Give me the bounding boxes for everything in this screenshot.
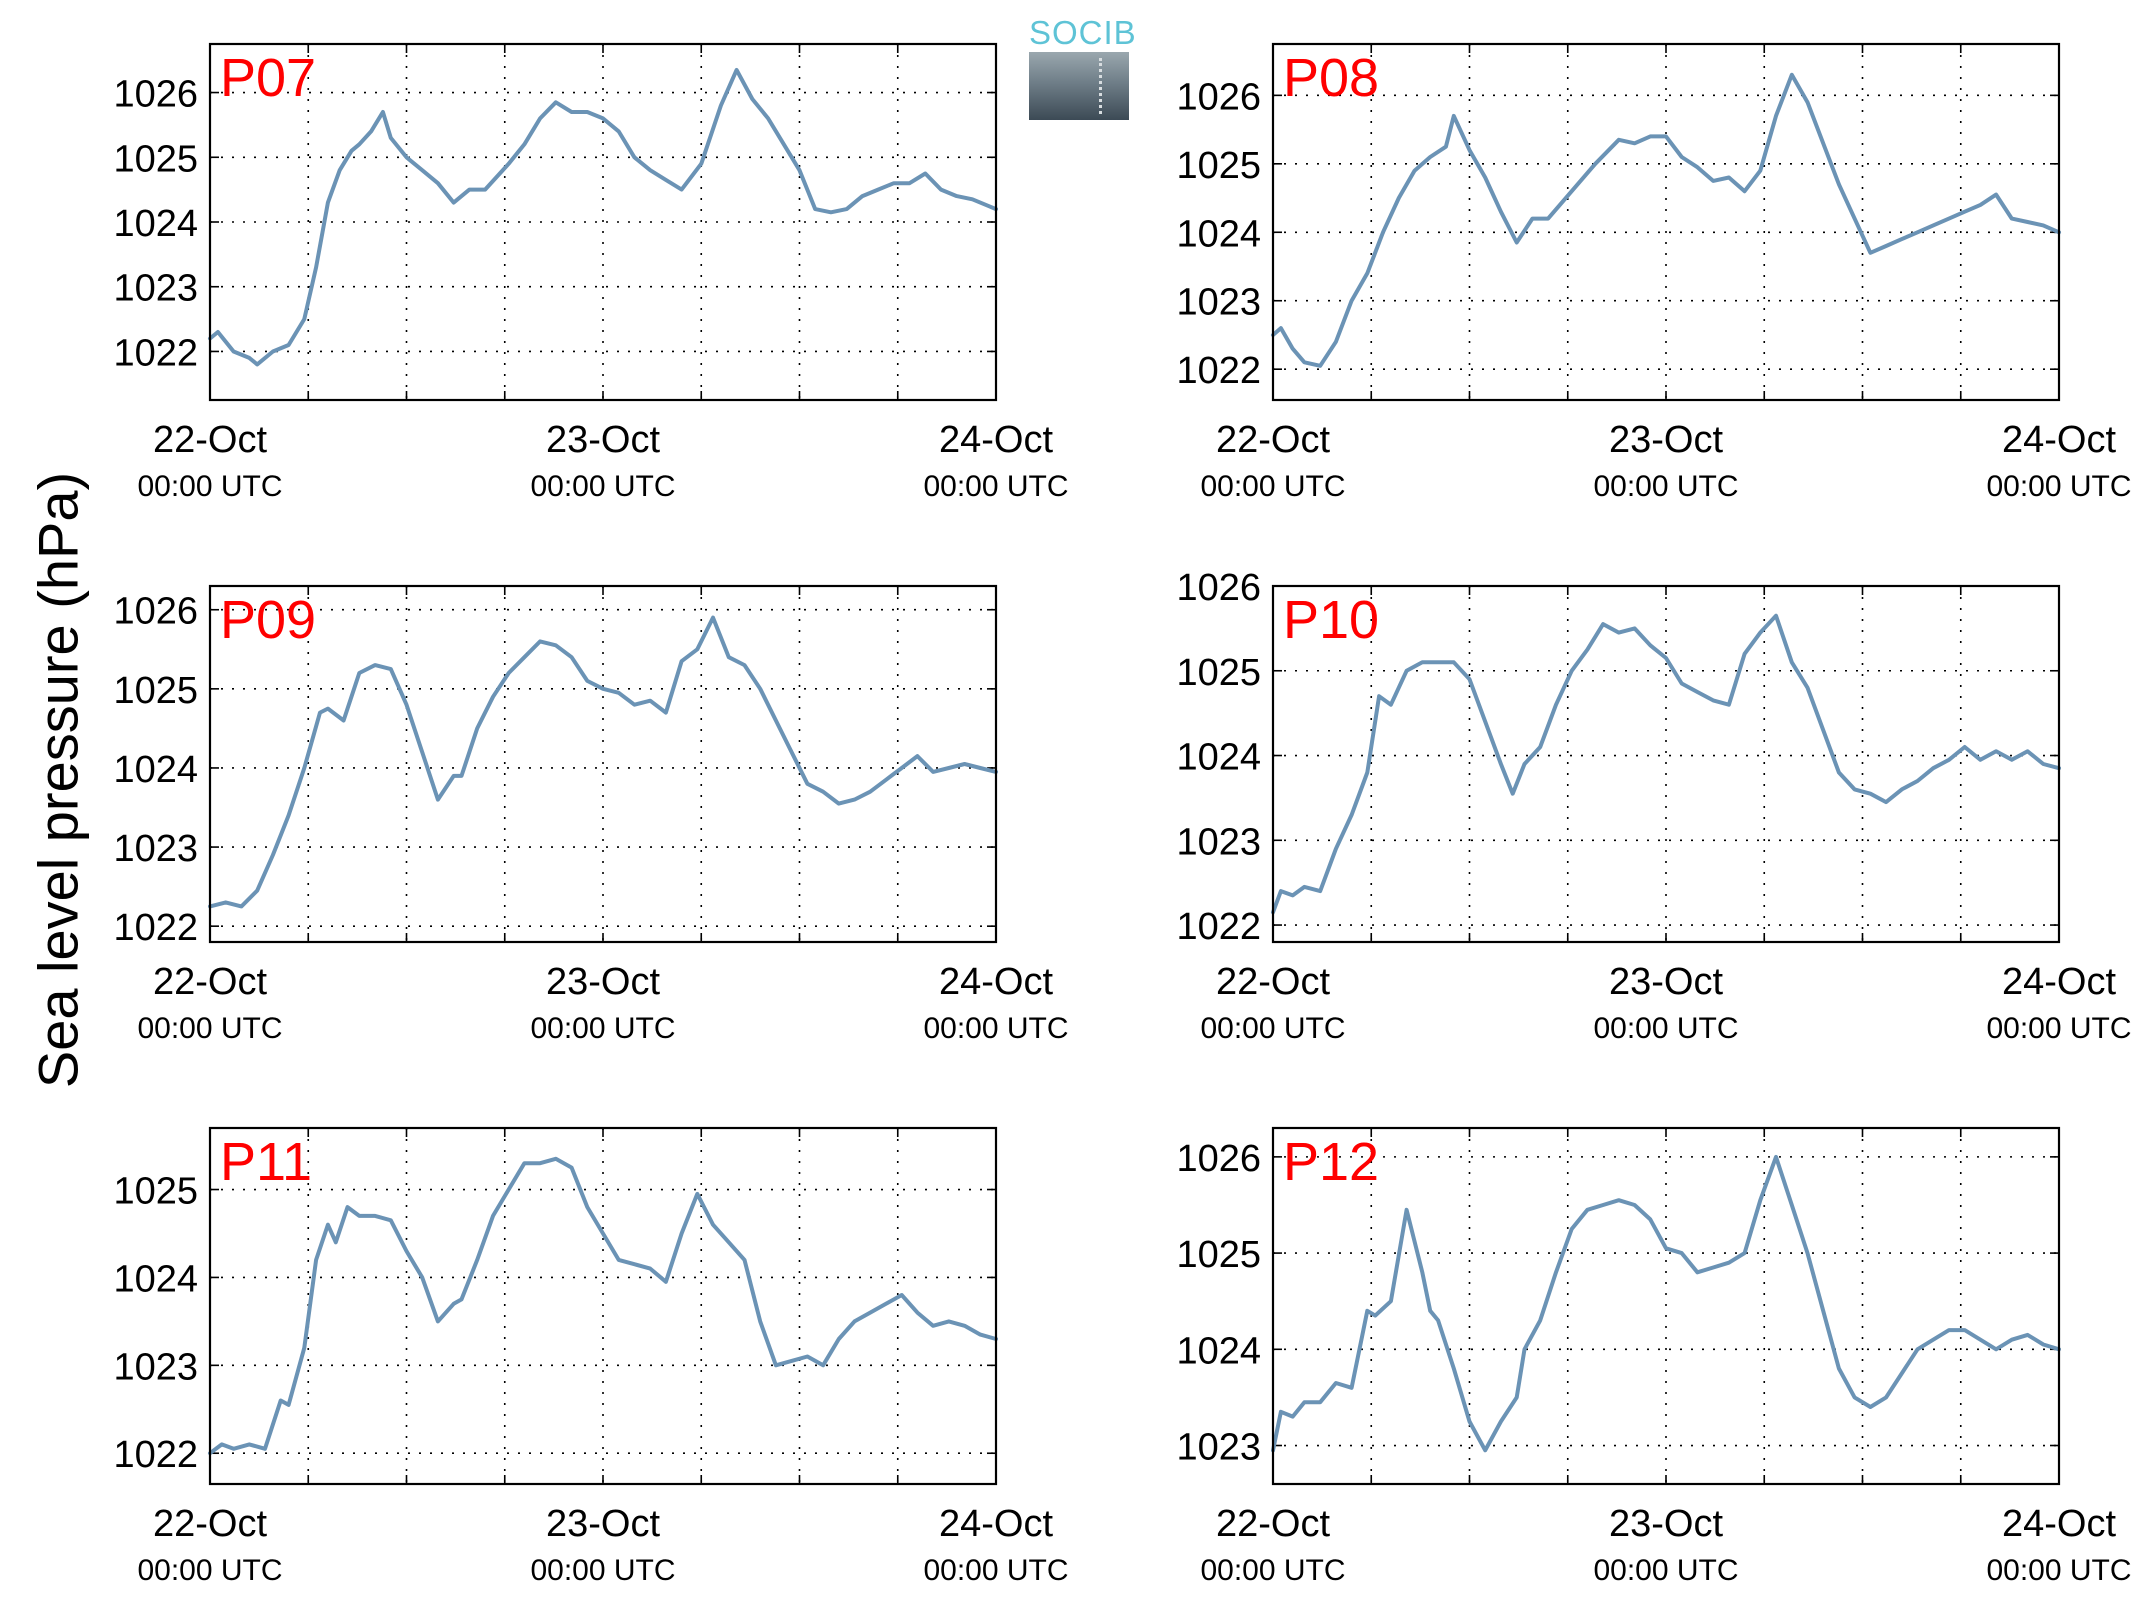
panel-p08: 1022 1023 1024 1025 1026 22-Oct 00:00 UTC 23-Oc… — [1176, 42, 2132, 503]
y-tick-label: 1023 — [1176, 282, 1261, 324]
series-line — [1271, 72, 2061, 368]
x-tick-label: 22-Oct — [1216, 419, 1330, 461]
x-tick-sublabel: 00:00 UTC — [923, 1554, 1068, 1587]
x-tick-sublabel: 00:00 UTC — [1593, 470, 1738, 503]
axes-frame — [208, 1126, 998, 1486]
x-tick-label: 24-Oct — [939, 961, 1053, 1003]
axes-frame — [208, 42, 998, 402]
socib-logo: SOCIB — [1029, 14, 1137, 122]
y-tick-label: 1026 — [113, 74, 198, 116]
x-tick-sublabel: 00:00 UTC — [923, 1012, 1068, 1045]
y-tick-label: 1022 — [113, 332, 198, 374]
panel-label: P08 — [1283, 48, 1379, 108]
x-tick-label: 24-Oct — [2002, 961, 2116, 1003]
x-tick-label: 22-Oct — [1216, 1503, 1330, 1545]
axes-frame — [1271, 584, 2061, 944]
panel-label: P11 — [220, 1132, 312, 1192]
y-tick-label: 1025 — [1176, 145, 1261, 187]
panel-p12: 1023 1024 1025 1026 22-Oct 00:00 UTC 23-Oct 00:… — [1176, 1126, 2132, 1587]
x-tick-sublabel: 00:00 UTC — [137, 1554, 282, 1587]
series-line — [1271, 1154, 2061, 1453]
x-tick-label: 24-Oct — [939, 419, 1053, 461]
logo-box — [1029, 52, 1129, 120]
x-tick-label: 23-Oct — [546, 961, 660, 1003]
x-tick-sublabel: 00:00 UTC — [1986, 470, 2131, 503]
y-tick-label: 1025 — [113, 138, 198, 180]
logo-text: SOCIB — [1029, 14, 1137, 51]
y-tick-label: 1023 — [113, 268, 198, 310]
x-tick-label: 22-Oct — [153, 1503, 267, 1545]
panel-label: P12 — [1283, 1132, 1379, 1192]
y-tick-label: 1023 — [1176, 1427, 1261, 1469]
y-tick-label: 1022 — [113, 907, 198, 949]
y-tick-label: 1026 — [1176, 567, 1261, 609]
axes-frame — [208, 584, 998, 944]
x-tick-sublabel: 00:00 UTC — [1986, 1012, 2131, 1045]
x-tick-sublabel: 00:00 UTC — [530, 1554, 675, 1587]
x-tick-label: 24-Oct — [2002, 419, 2116, 461]
x-tick-label: 23-Oct — [546, 419, 660, 461]
x-tick-label: 23-Oct — [1609, 961, 1723, 1003]
panel-label: P09 — [220, 590, 316, 650]
panel-label: P07 — [220, 48, 316, 108]
panel-p07: 1022 1023 1024 1025 1026 22-Oct 00:00 UTC 23-Oc… — [113, 42, 1069, 503]
y-tick-label: 1026 — [113, 591, 198, 633]
y-axis-label: Sea level pressure (hPa) — [26, 471, 90, 1089]
y-tick-label: 1024 — [1176, 737, 1261, 779]
x-tick-sublabel: 00:00 UTC — [530, 470, 675, 503]
y-tick-label: 1025 — [1176, 652, 1261, 694]
x-tick-sublabel: 00:00 UTC — [530, 1012, 675, 1045]
y-tick-label: 1022 — [1176, 350, 1261, 392]
y-tick-label: 1023 — [113, 1346, 198, 1388]
x-tick-label: 23-Oct — [1609, 1503, 1723, 1545]
series-line — [208, 67, 998, 367]
y-tick-label: 1024 — [113, 203, 198, 245]
x-tick-label: 22-Oct — [1216, 961, 1330, 1003]
x-tick-sublabel: 00:00 UTC — [1200, 1012, 1345, 1045]
panel-p11: 1022 1023 1024 1025 22-Oct 00:00 UTC 23-Oct 00:… — [113, 1126, 1069, 1587]
x-tick-sublabel: 00:00 UTC — [923, 470, 1068, 503]
x-tick-label: 22-Oct — [153, 961, 267, 1003]
series-line — [208, 615, 998, 909]
x-tick-sublabel: 00:00 UTC — [1986, 1554, 2131, 1587]
axes-frame — [1271, 1126, 2061, 1486]
y-tick-label: 1022 — [113, 1434, 198, 1476]
y-tick-label: 1023 — [113, 828, 198, 870]
y-tick-label: 1026 — [1176, 1138, 1261, 1180]
axes-frame — [1271, 42, 2061, 402]
x-tick-sublabel: 00:00 UTC — [1200, 470, 1345, 503]
y-tick-label: 1025 — [1176, 1234, 1261, 1276]
y-tick-label: 1022 — [1176, 906, 1261, 948]
x-tick-label: 22-Oct — [153, 419, 267, 461]
x-tick-sublabel: 00:00 UTC — [137, 1012, 282, 1045]
series-line — [208, 1156, 998, 1456]
x-tick-sublabel: 00:00 UTC — [1593, 1012, 1738, 1045]
x-tick-label: 23-Oct — [546, 1503, 660, 1545]
x-tick-label: 24-Oct — [2002, 1503, 2116, 1545]
x-tick-label: 24-Oct — [939, 1503, 1053, 1545]
x-tick-label: 23-Oct — [1609, 419, 1723, 461]
x-tick-sublabel: 00:00 UTC — [1200, 1554, 1345, 1587]
logo-dots — [1099, 58, 1102, 114]
series-line — [1271, 613, 2061, 915]
y-tick-label: 1025 — [113, 670, 198, 712]
y-tick-label: 1025 — [113, 1171, 198, 1213]
y-tick-label: 1024 — [113, 749, 198, 791]
panel-p09: 1022 1023 1024 1025 1026 22-Oct 00:00 UTC 23-Oc… — [113, 584, 1069, 1045]
y-tick-label: 1024 — [1176, 1330, 1261, 1372]
y-tick-label: 1024 — [1176, 213, 1261, 255]
y-tick-label: 1024 — [113, 1258, 198, 1300]
panel-label: P10 — [1283, 590, 1379, 650]
y-tick-label: 1026 — [1176, 76, 1261, 118]
y-tick-label: 1023 — [1176, 821, 1261, 863]
x-tick-sublabel: 00:00 UTC — [1593, 1554, 1738, 1587]
x-tick-sublabel: 00:00 UTC — [137, 470, 282, 503]
panel-p10: 1022 1023 1024 1025 1026 22-Oct 00:00 UTC 23-Oc… — [1176, 567, 2131, 1045]
